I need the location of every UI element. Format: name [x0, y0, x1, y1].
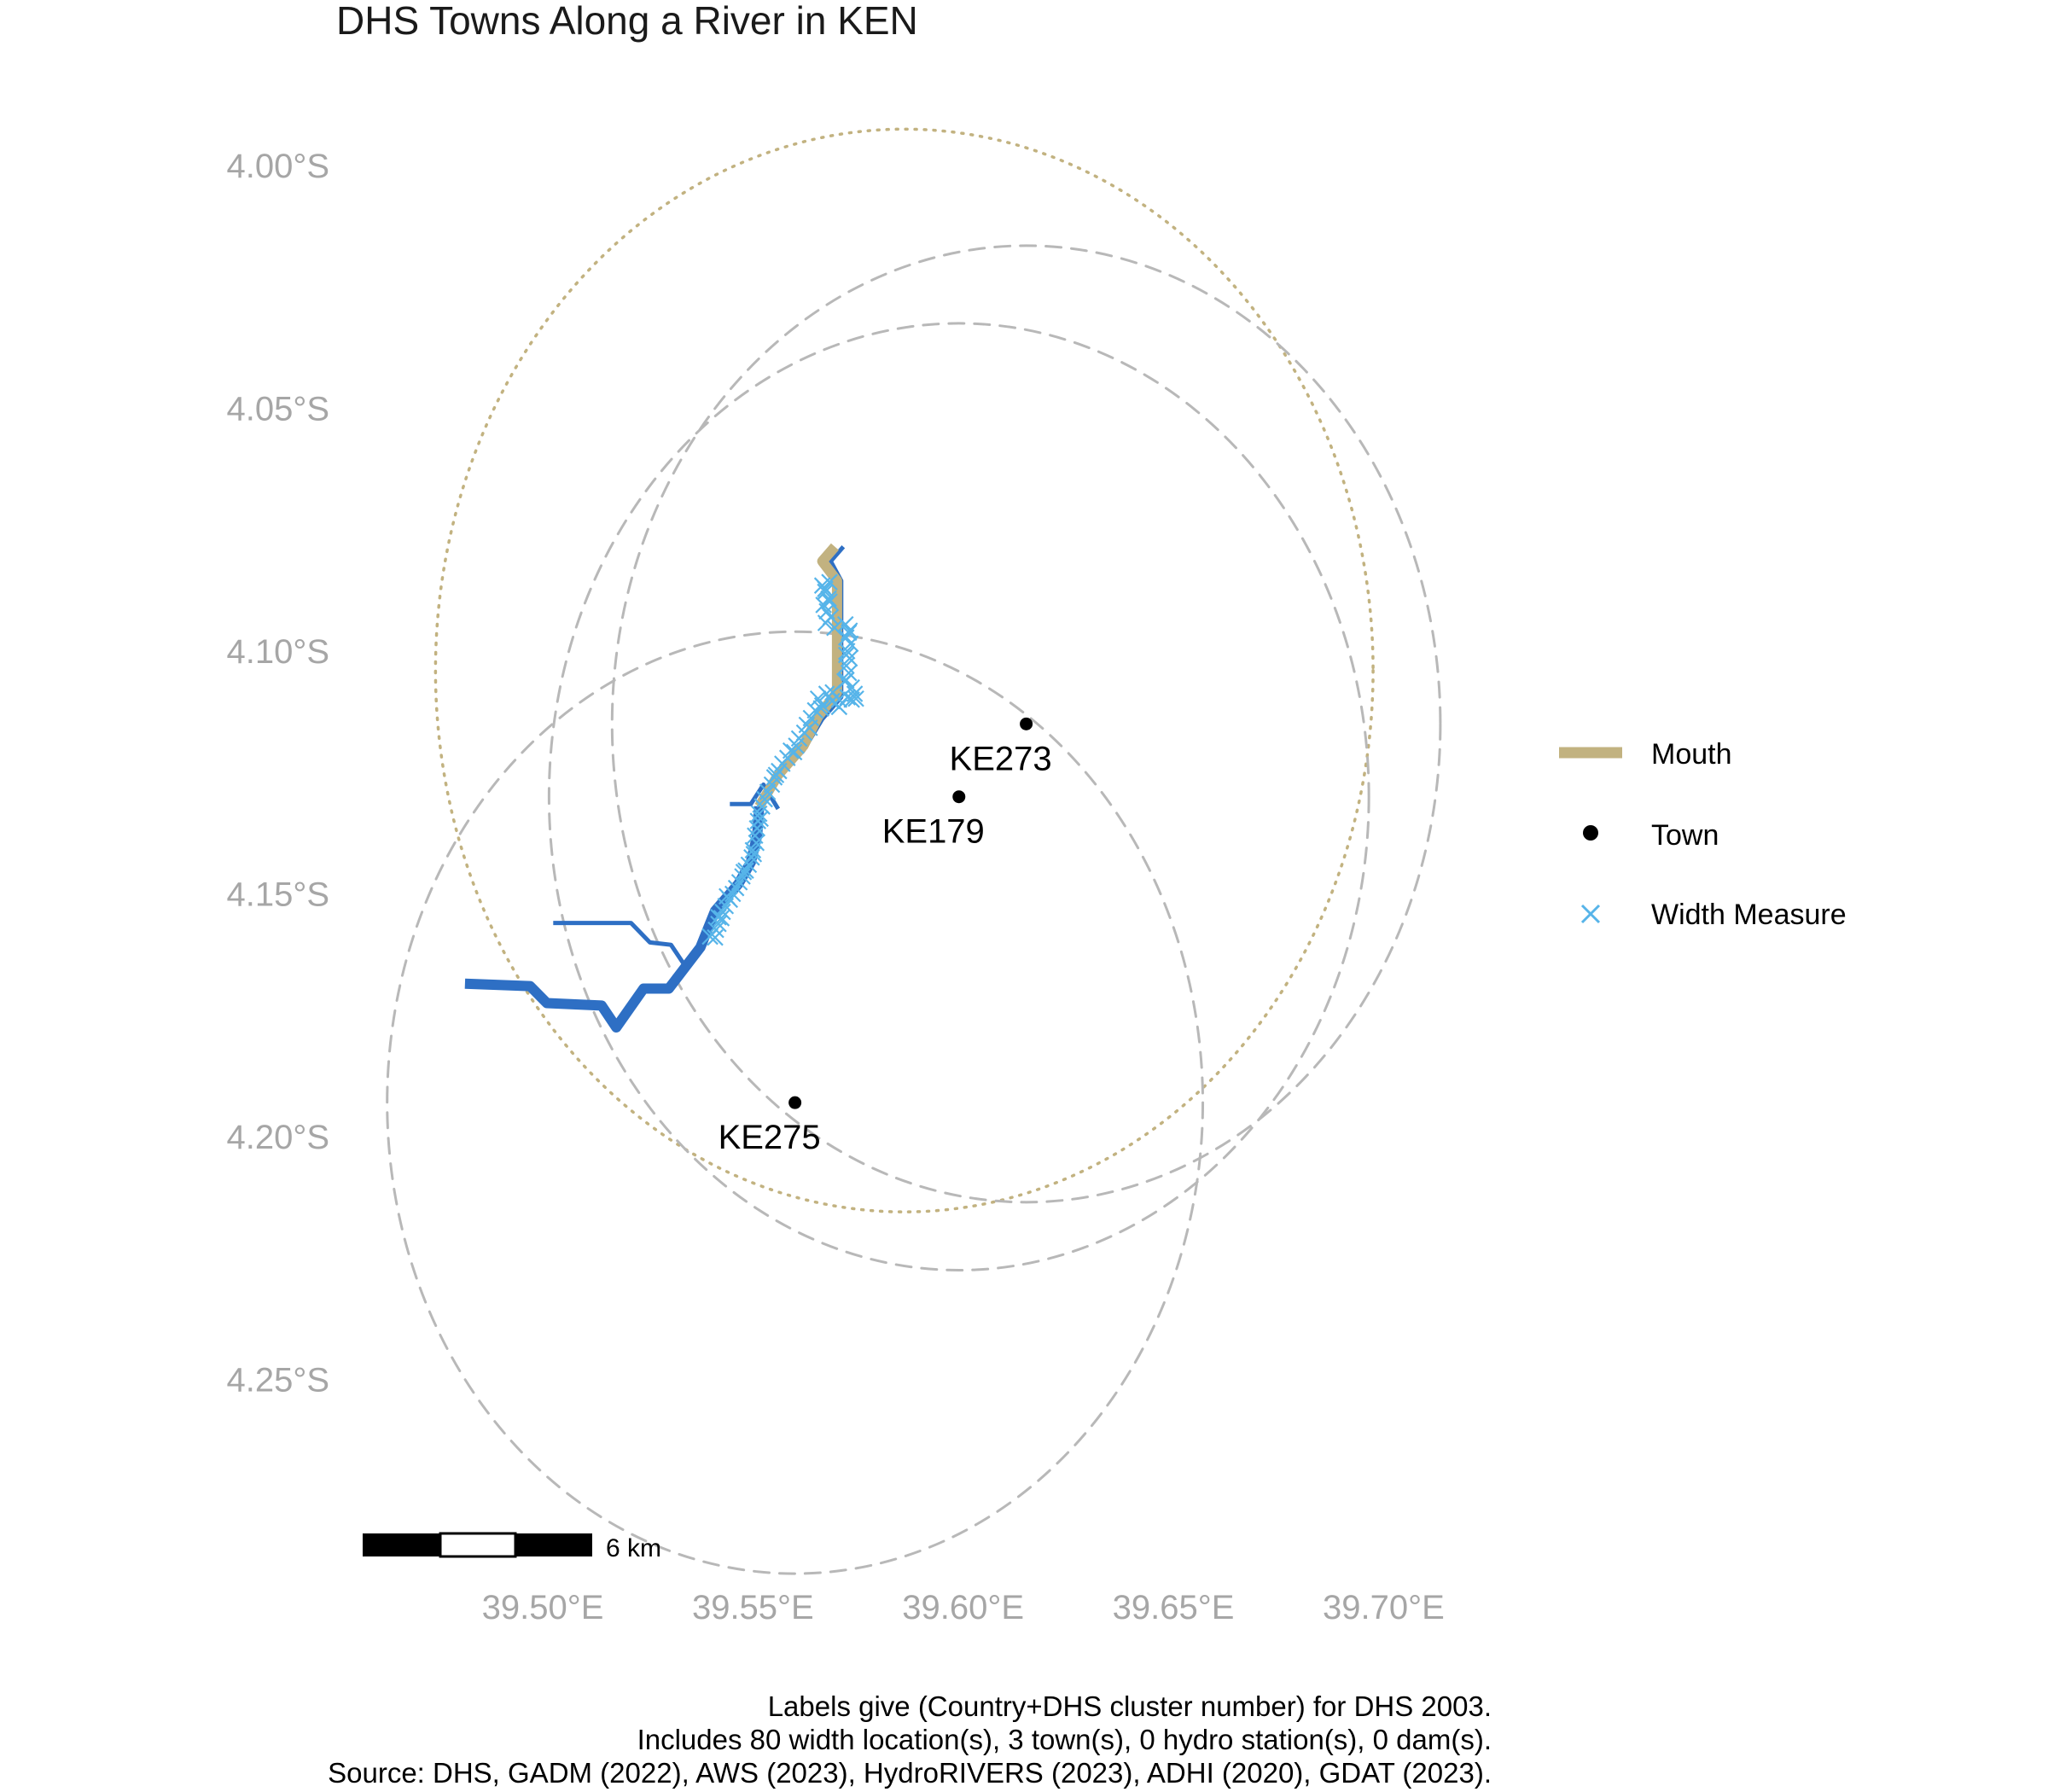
river-main-channel	[465, 806, 759, 1027]
legend: Mouth Town Width Measure	[1559, 738, 1847, 931]
scale-bar-label: 6 km	[606, 1534, 661, 1562]
legend-width-measure-cross	[1582, 905, 1599, 922]
x-tick-39-55-e: 39.55°E	[692, 1589, 814, 1626]
mouth-buffer	[435, 129, 1373, 1212]
legend-label-town: Town	[1651, 819, 1719, 852]
legend-label-width-measure: Width Measure	[1651, 899, 1847, 931]
town-point-ke275	[788, 1097, 801, 1109]
town-point-ke179	[952, 790, 965, 803]
y-tick-4-10-s: 4.10°S	[226, 633, 329, 671]
town-point-ke273	[1020, 718, 1033, 730]
legend-item-width-measure: Width Measure	[1582, 899, 1847, 931]
y-tick-4-15-s: 4.15°S	[226, 876, 329, 914]
width-measure-points	[702, 574, 864, 945]
caption-line-3: Source: DHS, GADM (2022), AWS (2023), Hy…	[328, 1757, 1492, 1789]
legend-town-point	[1583, 825, 1598, 841]
caption: Labels give (Country+DHS cluster number)…	[328, 1690, 1492, 1789]
x-tick-39-60-e: 39.60°E	[902, 1589, 1024, 1626]
y-tick-4-20-s: 4.20°S	[226, 1119, 329, 1156]
y-axis-ticks: 4.00°S 4.05°S 4.10°S 4.15°S 4.20°S 4.25°S	[226, 148, 329, 1399]
caption-line-2: Includes 80 width location(s), 3 town(s)…	[637, 1724, 1492, 1755]
legend-item-town: Town	[1583, 819, 1719, 852]
town-label-ke273: KE273	[950, 740, 1052, 777]
legend-label-mouth: Mouth	[1651, 738, 1732, 771]
x-tick-39-65-e: 39.65°E	[1113, 1589, 1235, 1626]
town-label-ke179: KE179	[882, 813, 985, 851]
caption-line-1: Labels give (Country+DHS cluster number)…	[768, 1690, 1492, 1722]
width-measure-7	[818, 615, 834, 631]
scale-bar: 6 km	[363, 1533, 661, 1562]
y-tick-4-05-s: 4.05°S	[226, 391, 329, 428]
y-tick-4-00-s: 4.00°S	[226, 148, 329, 185]
legend-item-mouth: Mouth	[1559, 738, 1732, 771]
river-network	[465, 547, 843, 1027]
x-tick-39-70-e: 39.70°E	[1323, 1589, 1445, 1626]
scale-bar-segment-1	[363, 1533, 440, 1556]
scale-bar-segment-2	[440, 1533, 515, 1556]
scale-bar-segment-3	[515, 1533, 592, 1556]
x-axis-ticks: 39.50°E 39.55°E 39.60°E 39.65°E 39.70°E	[482, 1589, 1445, 1626]
x-tick-39-50-e: 39.50°E	[482, 1589, 604, 1626]
map-title: DHS Towns Along a River in KEN	[336, 0, 918, 43]
town-label-ke275: KE275	[719, 1119, 821, 1156]
y-tick-4-25-s: 4.25°S	[226, 1362, 329, 1399]
buffer-circles	[387, 129, 1440, 1574]
